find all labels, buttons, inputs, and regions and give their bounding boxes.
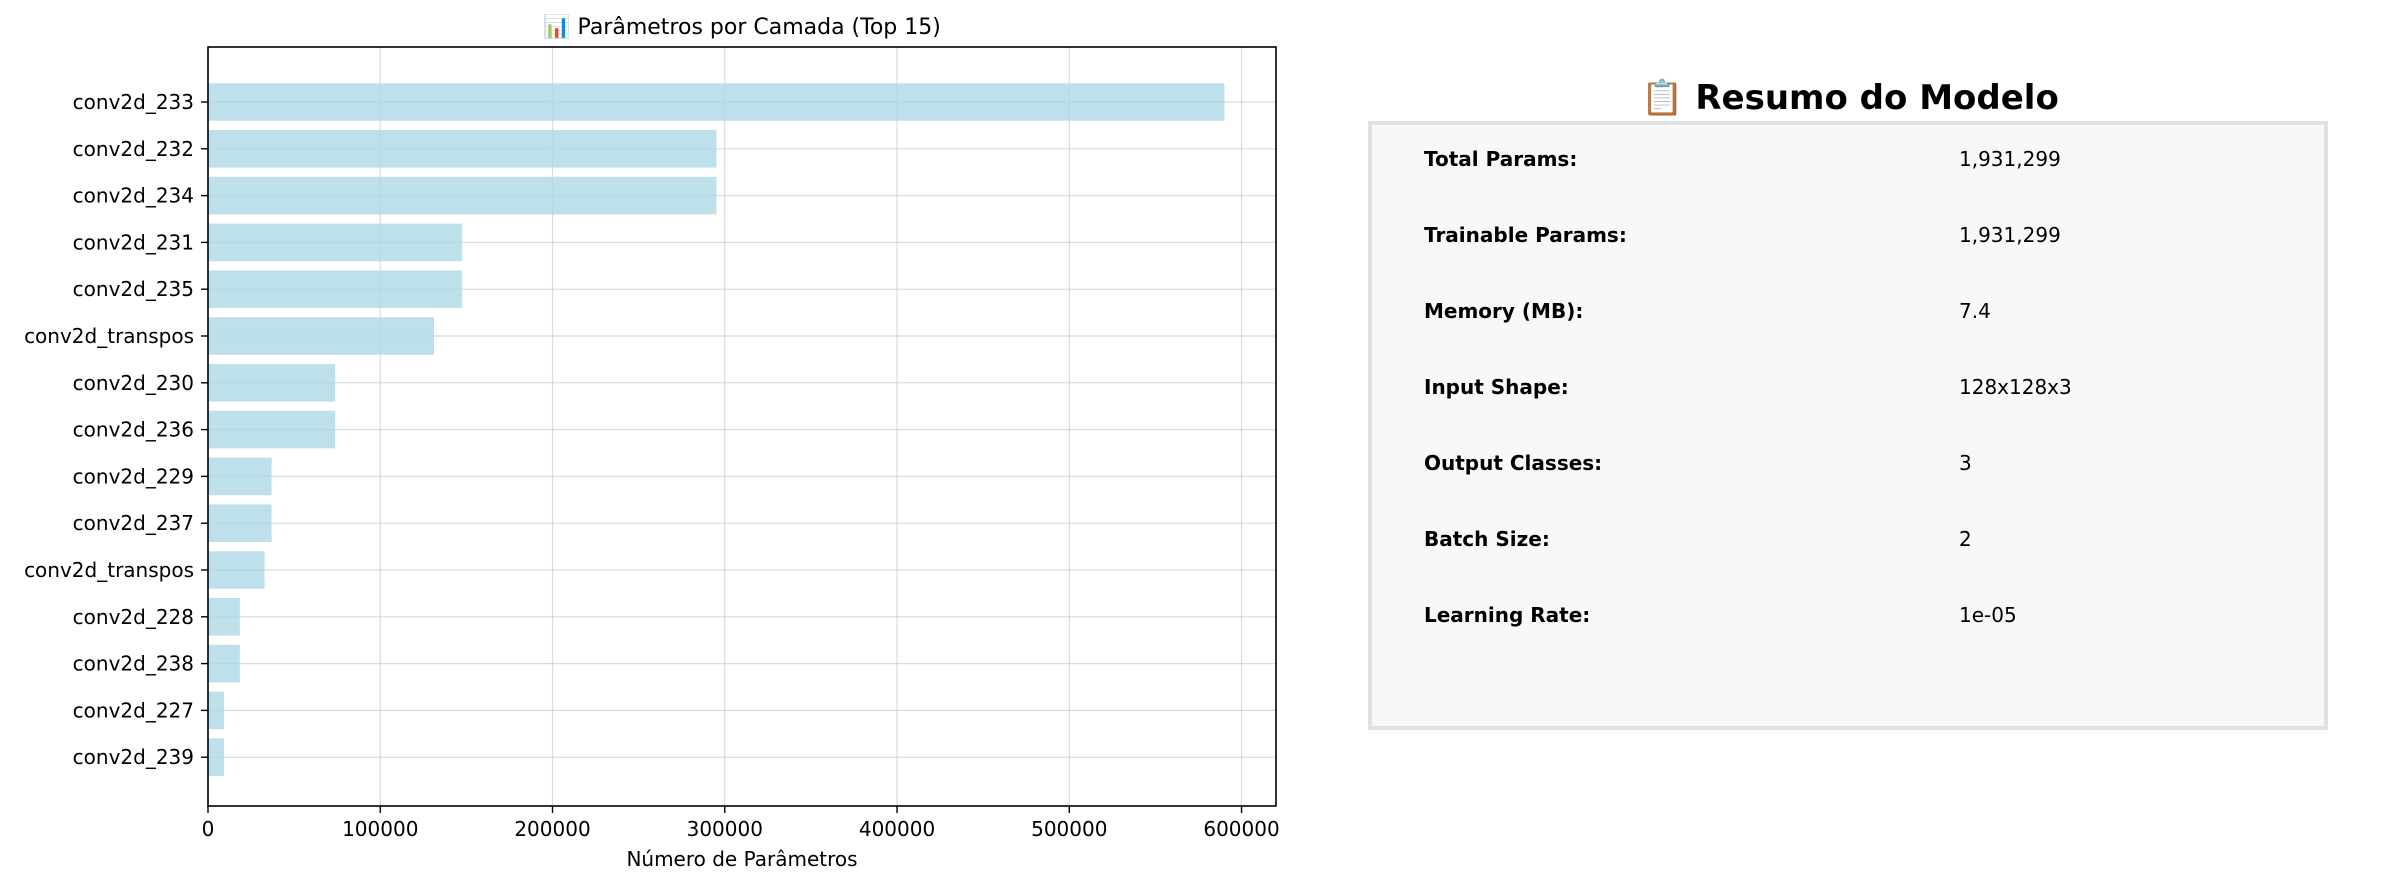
y-tick-label: conv2d_238 [73,652,194,676]
summary-row: Output Classes: 3 [1424,451,2304,481]
y-tick-label: conv2d_227 [73,698,194,722]
y-ticks: conv2d_233 conv2d_232 conv2d_234 conv2d_231… [24,90,208,769]
summary-row: Input Shape: 128x128x3 [1424,375,2304,405]
x-tick-label: 500000 [1031,817,1107,841]
bar [208,457,272,496]
y-tick-label: conv2d_232 [73,137,194,161]
summary-title: 📋 Resumo do Modelo [1641,78,2059,118]
x-tick-label: 400000 [859,817,935,841]
x-tick-label: 100000 [342,817,418,841]
bar [208,317,435,355]
summary-row: Memory (MB): 7.4 [1424,299,2304,329]
x-tick-label: 200000 [514,817,590,841]
bars [208,83,1225,776]
bar [208,644,240,683]
x-tick-label: 300000 [687,817,763,841]
bar [208,176,717,215]
y-tick-label: conv2d_231 [73,230,194,254]
y-tick-label: conv2d_233 [73,90,194,114]
y-tick-label: conv2d_230 [73,371,194,395]
x-ticks: 0 100000 200000 300000 400000 500000 600000 [202,806,1280,841]
summary-label: Batch Size: [1424,527,1550,551]
y-tick-label: conv2d_235 [73,277,194,301]
y-tick-label: conv2d_228 [73,605,194,629]
bar [208,551,265,589]
y-tick-label: conv2d_234 [73,184,194,208]
bar [208,410,336,449]
summary-label: Output Classes: [1424,451,1603,475]
parameters-bar-chart: conv2d_233 conv2d_232 conv2d_234 conv2d_231… [24,14,1280,871]
bar [208,364,336,402]
bar [208,598,240,636]
y-tick-label: conv2d_237 [73,511,194,535]
bar [208,223,463,262]
x-axis-label: Número de Parâmetros [626,847,857,871]
bar [208,83,1225,121]
plot-area [208,47,1276,806]
summary-value: 7.4 [1959,299,1991,323]
chart-title: 📊 Parâmetros por Camada (Top 15) [543,14,941,40]
summary-label: Input Shape: [1424,375,1569,399]
summary-value: 1,931,299 [1959,147,2061,171]
summary-row: Total Params: 1,931,299 [1424,147,2304,177]
y-tick-label: conv2d_236 [73,418,194,442]
summary-value: 1e-05 [1959,603,2017,627]
summary-row: Trainable Params: 1,931,299 [1424,223,2304,253]
summary-label: Memory (MB): [1424,299,1584,323]
y-tick-label: conv2d_229 [73,464,194,488]
summary-value: 128x128x3 [1959,375,2072,399]
summary-label: Total Params: [1424,147,1578,171]
summary-value: 3 [1959,451,1972,475]
y-tick-label: conv2d_transpos [24,324,194,348]
y-tick-label: conv2d_239 [73,745,194,769]
summary-row: Batch Size: 2 [1424,527,2304,557]
summary-label: Trainable Params: [1424,223,1627,247]
bar [208,270,463,308]
summary-row: Learning Rate: 1e-05 [1424,603,2304,633]
y-tick-label: conv2d_transpos [24,558,194,582]
summary-value: 2 [1959,527,1972,551]
bar [208,504,272,542]
bar [208,738,224,776]
plot-frame [207,46,1277,807]
bar [208,691,224,730]
bar [208,130,717,168]
summary-value: 1,931,299 [1959,223,2061,247]
x-tick-label: 0 [202,817,215,841]
x-tick-label: 600000 [1203,817,1279,841]
summary-panel: Total Params: 1,931,299 Trainable Params… [1368,121,2328,730]
summary-label: Learning Rate: [1424,603,1591,627]
